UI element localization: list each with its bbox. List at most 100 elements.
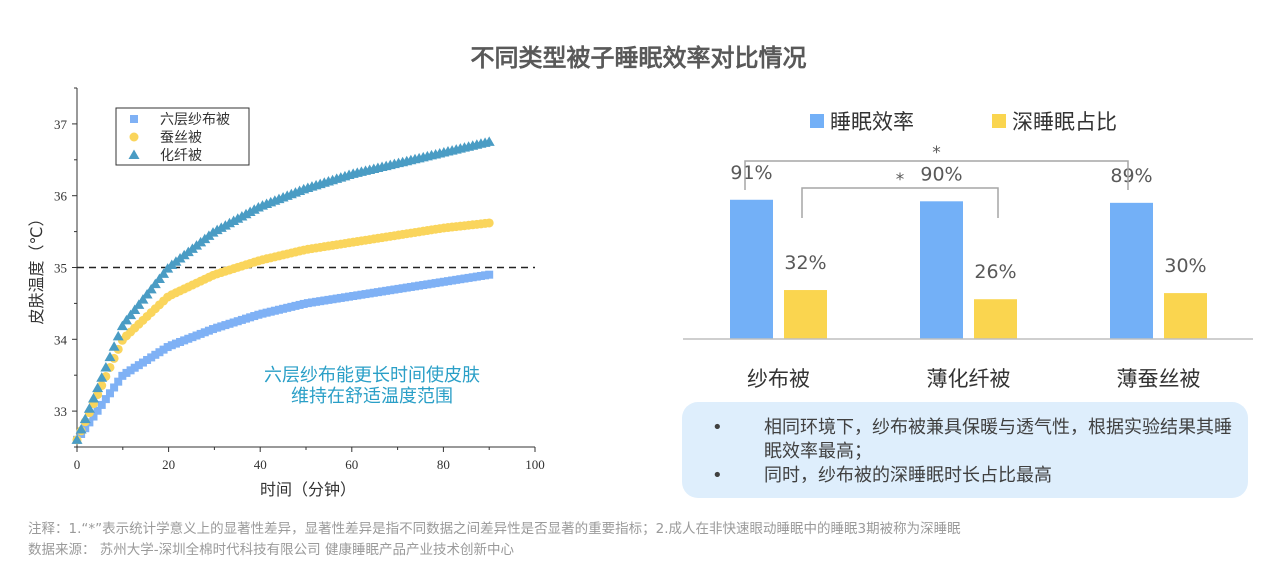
series-point	[92, 382, 104, 393]
series-point	[291, 301, 300, 310]
series-point	[71, 434, 83, 444]
series-point	[118, 371, 127, 380]
series-point	[361, 290, 370, 299]
series-point	[105, 389, 114, 398]
x-tick-label: 0	[74, 457, 81, 472]
series-point	[312, 297, 321, 306]
bar	[730, 199, 773, 339]
series-point	[415, 281, 424, 290]
series-point	[332, 294, 341, 303]
x-tick-label: 60	[345, 457, 358, 472]
series-point	[143, 355, 152, 364]
series-point	[484, 218, 494, 228]
legend-label: 六层纱布被	[160, 112, 230, 128]
series-point	[122, 368, 131, 377]
series-point	[398, 284, 407, 293]
series-point	[448, 276, 457, 285]
series-point	[200, 328, 209, 337]
series-point	[83, 403, 95, 413]
data-source: 数据来源： 苏州大学-深圳全棉时代科技有限公司 健康睡眠产品产业技术创新中心	[28, 542, 514, 558]
series-point	[382, 286, 391, 295]
legend-box	[115, 107, 250, 166]
legend-marker	[130, 115, 138, 123]
series-point	[213, 323, 222, 332]
series-point	[217, 322, 226, 331]
series-point	[97, 400, 106, 409]
series-point	[137, 294, 149, 304]
bar	[920, 201, 963, 339]
y-tick-label: 34	[54, 332, 68, 347]
bar	[784, 290, 827, 339]
series-point	[167, 341, 176, 350]
series-point	[149, 278, 161, 289]
series-point	[158, 268, 170, 278]
series-point	[196, 329, 205, 338]
chart-annotation: 六层纱布能更长时间使皮肤	[264, 365, 480, 386]
series-point	[153, 273, 165, 283]
series-point	[483, 136, 495, 146]
series-point	[129, 304, 141, 315]
series-point	[295, 300, 304, 309]
bar-legend-label: 深睡眠占比	[1012, 110, 1117, 134]
series-point	[365, 289, 374, 298]
series-point	[460, 274, 469, 283]
series-point	[472, 272, 481, 281]
series-point	[221, 321, 230, 330]
series-point	[390, 285, 399, 294]
series-point	[89, 412, 98, 421]
series-point	[411, 282, 420, 291]
series-point	[336, 293, 345, 302]
category-label: 纱布被	[747, 367, 810, 391]
series-point	[435, 278, 444, 287]
bar-data-label: 91%	[730, 162, 772, 184]
series-point	[349, 292, 358, 301]
series-point	[456, 275, 465, 284]
footnote: 注释：1.“*”表示统计学意义上的显著性差异，显著性差异是指不同数据之间差异性是…	[28, 521, 961, 537]
y-tick-label: 33	[54, 404, 67, 419]
significance-bracket	[744, 160, 1129, 190]
series-point	[163, 343, 172, 352]
series-point	[402, 283, 411, 292]
x-tick-label: 20	[162, 457, 175, 472]
series-point	[101, 395, 110, 404]
series-point	[299, 299, 308, 308]
significance-marker: *	[896, 170, 905, 190]
series-point	[126, 366, 135, 375]
y-tick-label: 36	[54, 189, 68, 204]
bar	[1110, 202, 1153, 339]
x-tick-label: 80	[437, 457, 450, 472]
series-point	[79, 413, 91, 424]
series-point	[386, 286, 395, 295]
bar-data-label: 32%	[784, 252, 826, 274]
x-axis-label: 时间（分钟）	[260, 480, 356, 499]
callout-text-2: 同时，纱布被的深睡眠时长占比最高	[764, 465, 1052, 486]
series-point	[373, 288, 382, 297]
series-point	[155, 348, 164, 357]
series-point	[171, 339, 180, 348]
series-point	[81, 424, 90, 433]
series-point	[184, 334, 193, 343]
series-point	[250, 312, 259, 321]
series-point	[378, 287, 387, 296]
series-point	[233, 317, 242, 326]
series-point	[303, 299, 312, 308]
series-point	[316, 297, 325, 306]
series-point	[270, 306, 279, 315]
series-point	[452, 275, 461, 284]
series-point	[180, 336, 189, 345]
bullet-icon: •	[712, 417, 723, 438]
series-point	[159, 345, 168, 354]
series-point	[188, 333, 197, 342]
series-point	[100, 361, 112, 372]
series-point	[340, 293, 349, 302]
page-title: 不同类型被子睡眠效率对比情况	[470, 44, 807, 72]
significance-bracket	[801, 187, 999, 218]
series-point	[481, 271, 490, 280]
bar-data-label: 30%	[1164, 255, 1206, 277]
series-point	[204, 326, 213, 335]
series-point	[130, 363, 139, 372]
series-point	[145, 283, 157, 294]
series-point	[237, 315, 246, 324]
series-point	[258, 309, 267, 318]
bar-data-label: 90%	[920, 163, 962, 185]
